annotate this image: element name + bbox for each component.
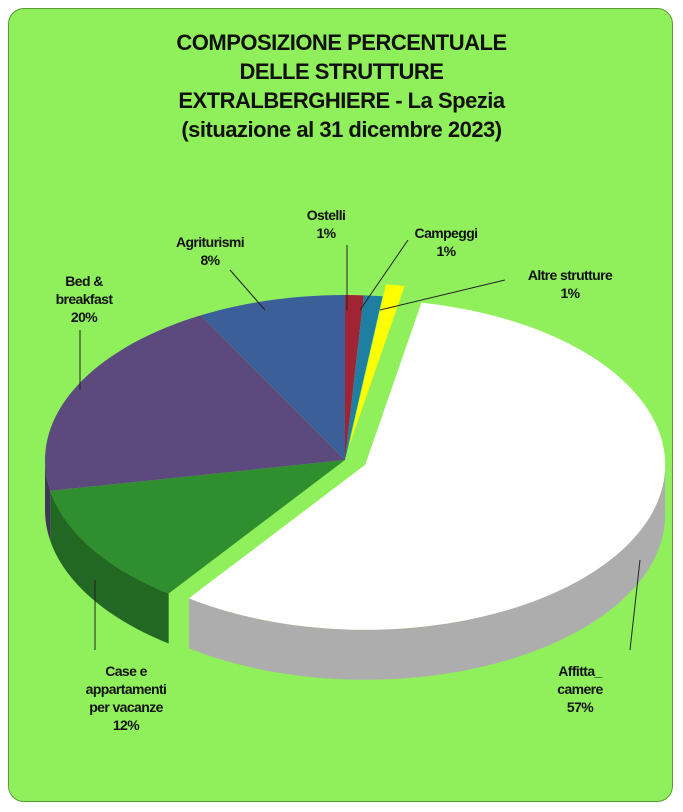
leader-line	[229, 269, 266, 311]
slice	[200, 295, 345, 460]
data-label: Altre strutture 1%	[527, 266, 613, 302]
category-label: Ostelli	[306, 207, 346, 223]
slice	[50, 460, 346, 594]
data-label: Case e appartamenti per vacanze 12%	[86, 662, 167, 734]
slice	[188, 302, 666, 630]
slice-side	[188, 464, 666, 680]
data-label: Affitta_ camere 57%	[557, 662, 603, 716]
data-label: Agriturismi 8%	[175, 233, 245, 269]
data-label: Ostelli 1%	[307, 206, 346, 242]
category-label: Altre strutture	[527, 267, 613, 283]
slice	[45, 315, 346, 491]
value-label: 1%	[316, 225, 336, 241]
category-label: Campeggi	[414, 225, 478, 241]
slice	[348, 284, 405, 449]
slice	[345, 295, 383, 460]
value-label: 57%	[566, 699, 594, 715]
leader-line	[629, 559, 641, 651]
slice-side	[45, 460, 51, 541]
category-label: Case e appartamenti per vacanze	[85, 663, 167, 715]
data-label: Bed & breakfast 20%	[56, 272, 113, 326]
slice	[345, 295, 364, 460]
chart-title: COMPOSIZIONE PERCENTUALE DELLE STRUTTURE…	[176, 30, 507, 142]
category-label: Agriturismi	[175, 234, 245, 250]
value-label: 1%	[436, 243, 456, 259]
value-label: 1%	[560, 285, 580, 301]
slice-side	[50, 490, 169, 644]
category-label: Bed & breakfast	[55, 273, 113, 307]
value-label: 20%	[70, 309, 98, 325]
leader-line	[379, 279, 506, 311]
value-label: 8%	[200, 252, 220, 268]
category-label: Affitta_ camere	[557, 663, 603, 697]
value-label: 12%	[112, 717, 140, 733]
data-label: Campeggi 1%	[415, 224, 478, 260]
leader-line	[359, 239, 409, 311]
